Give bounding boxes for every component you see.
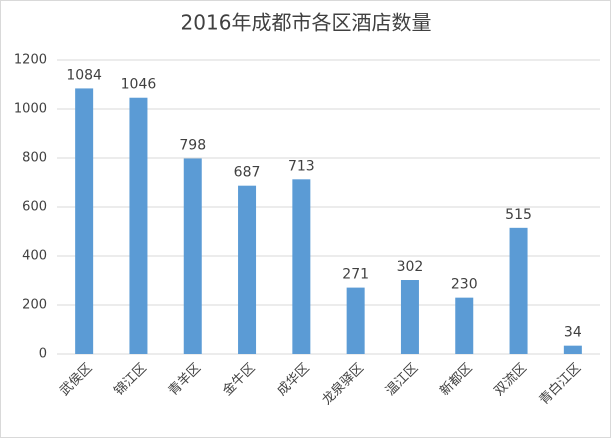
- bar: [563, 345, 582, 354]
- data-label: 713: [288, 158, 315, 174]
- y-tick-label: 800: [22, 151, 47, 166]
- y-tick-label: 600: [22, 200, 47, 215]
- data-label: 34: [564, 325, 582, 341]
- data-label: 271: [342, 267, 369, 283]
- data-label: 798: [179, 137, 206, 153]
- y-tick-label: 400: [22, 249, 47, 264]
- bar: [292, 179, 311, 354]
- bar: [238, 185, 257, 354]
- y-tick-label: 1200: [14, 53, 47, 68]
- bar: [183, 158, 202, 354]
- bar: [75, 88, 94, 355]
- data-label: 515: [505, 207, 532, 223]
- bar: [129, 97, 148, 354]
- bar: [400, 280, 419, 354]
- y-tick-label: 0: [39, 347, 47, 362]
- y-tick-label: 200: [22, 298, 47, 313]
- data-label: 1046: [121, 77, 157, 93]
- data-label: 687: [234, 165, 261, 181]
- bar: [455, 297, 474, 354]
- y-tick-label: 1000: [14, 102, 47, 117]
- chart-title: 2016年成都市各区酒店数量: [181, 11, 432, 35]
- bar: [509, 227, 528, 354]
- data-label: 1084: [66, 67, 102, 83]
- bar: [346, 287, 365, 354]
- data-label: 302: [397, 259, 424, 275]
- data-label: 230: [451, 277, 478, 293]
